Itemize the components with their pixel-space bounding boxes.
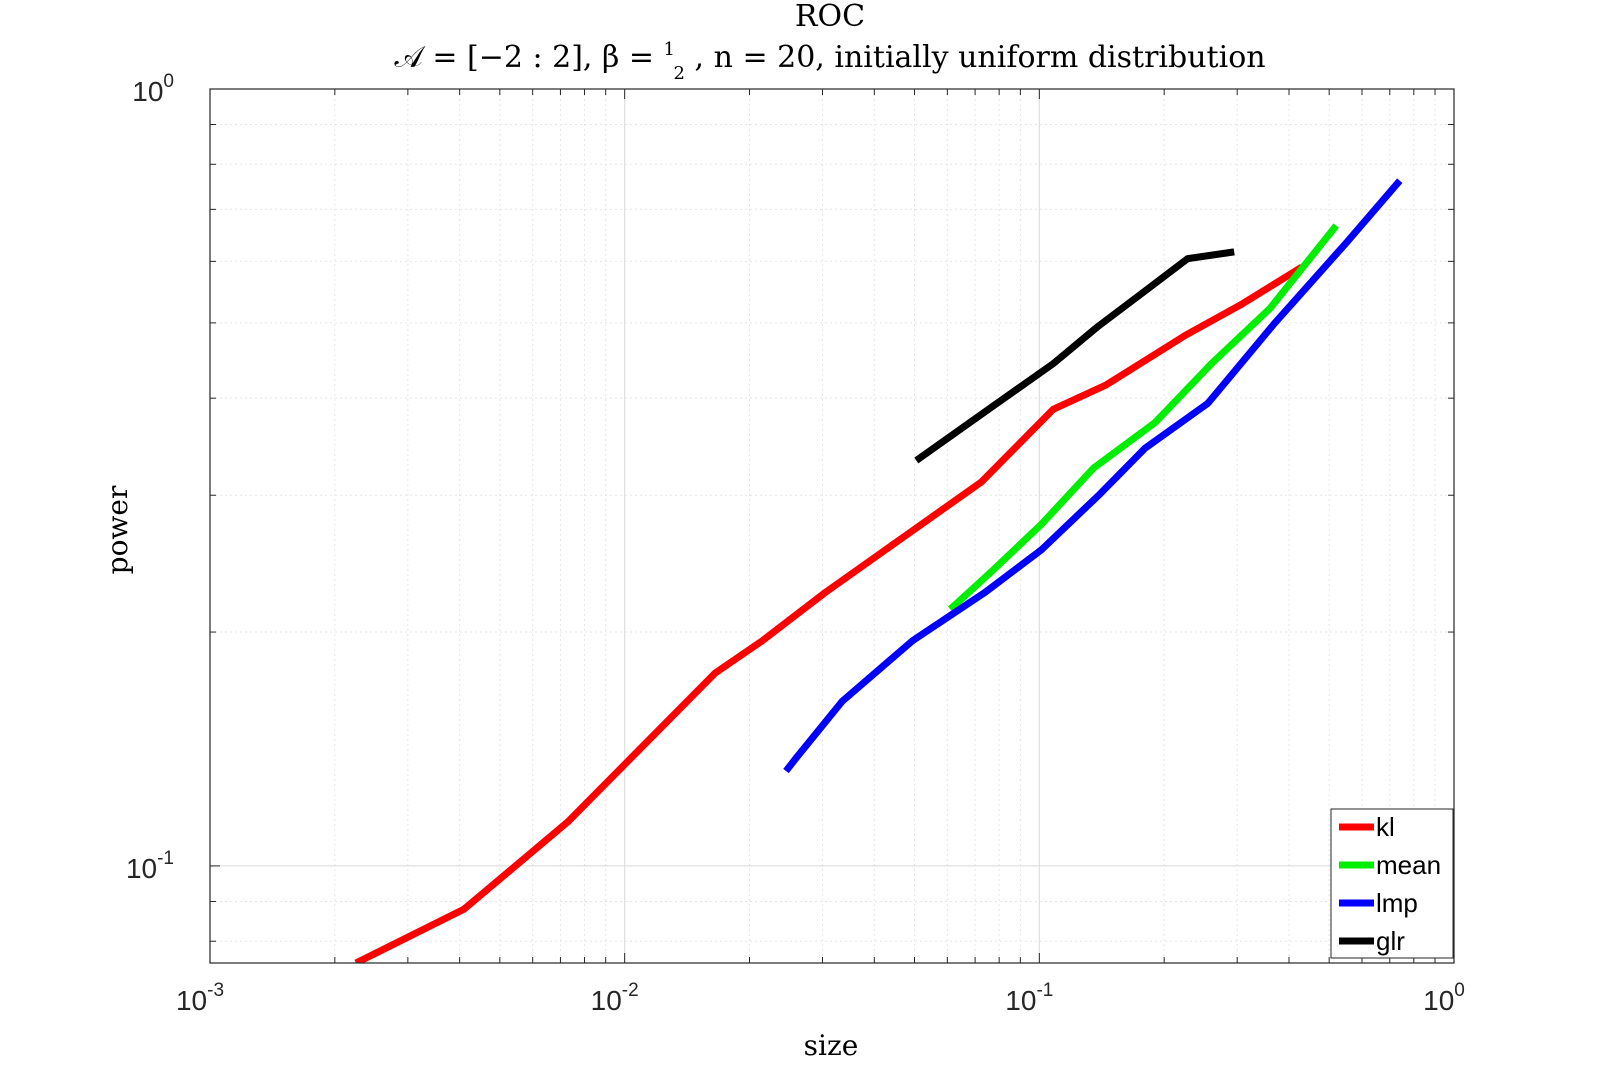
x-tick-label: 10-2 (591, 980, 639, 1016)
series-line-lmp (783, 178, 1403, 774)
legend-label-mean: mean (1376, 850, 1441, 880)
y-tick-labels: 10-1 100 (126, 71, 174, 884)
subtitle-part1: 𝒜 = [−2 : 2], β = (394, 40, 663, 75)
chart-subtitle: 𝒜 = [−2 : 2], β = 1 2 , n = 20, initiall… (394, 28, 1265, 87)
plot-frame (209, 88, 1455, 964)
x-tick-label: 10-3 (176, 980, 224, 1016)
x-tick-labels: 10-3 10-2 10-1 100 (176, 980, 1465, 1016)
legend-label-kl: kl (1376, 812, 1395, 842)
y-axis-label: power (101, 485, 134, 574)
subtitle-fraction-denominator: 2 (674, 63, 685, 84)
legend: kl mean lmp glr (1330, 808, 1454, 959)
x-tick-label: 10-1 (1005, 980, 1053, 1016)
legend-label-glr: glr (1376, 926, 1405, 956)
subtitle-part2: , n = 20, initially uniform distribution (695, 40, 1266, 75)
chart-title: ROC (795, 0, 865, 34)
legend-label-lmp: lmp (1376, 888, 1418, 918)
y-tick-label: 10-1 (126, 848, 174, 884)
x-tick-label: 100 (1423, 980, 1465, 1016)
series-line-kl (354, 264, 1304, 963)
series-line-glr (914, 248, 1235, 464)
series-line-mean (947, 223, 1339, 612)
subtitle-fraction-numerator: 1 (664, 39, 675, 60)
series-lines (354, 178, 1403, 963)
legend-box (1330, 808, 1454, 959)
y-tick-label: 100 (132, 71, 174, 107)
grid (209, 89, 1454, 963)
x-axis-label: size (804, 1029, 859, 1062)
minor-ticks (209, 89, 1454, 963)
